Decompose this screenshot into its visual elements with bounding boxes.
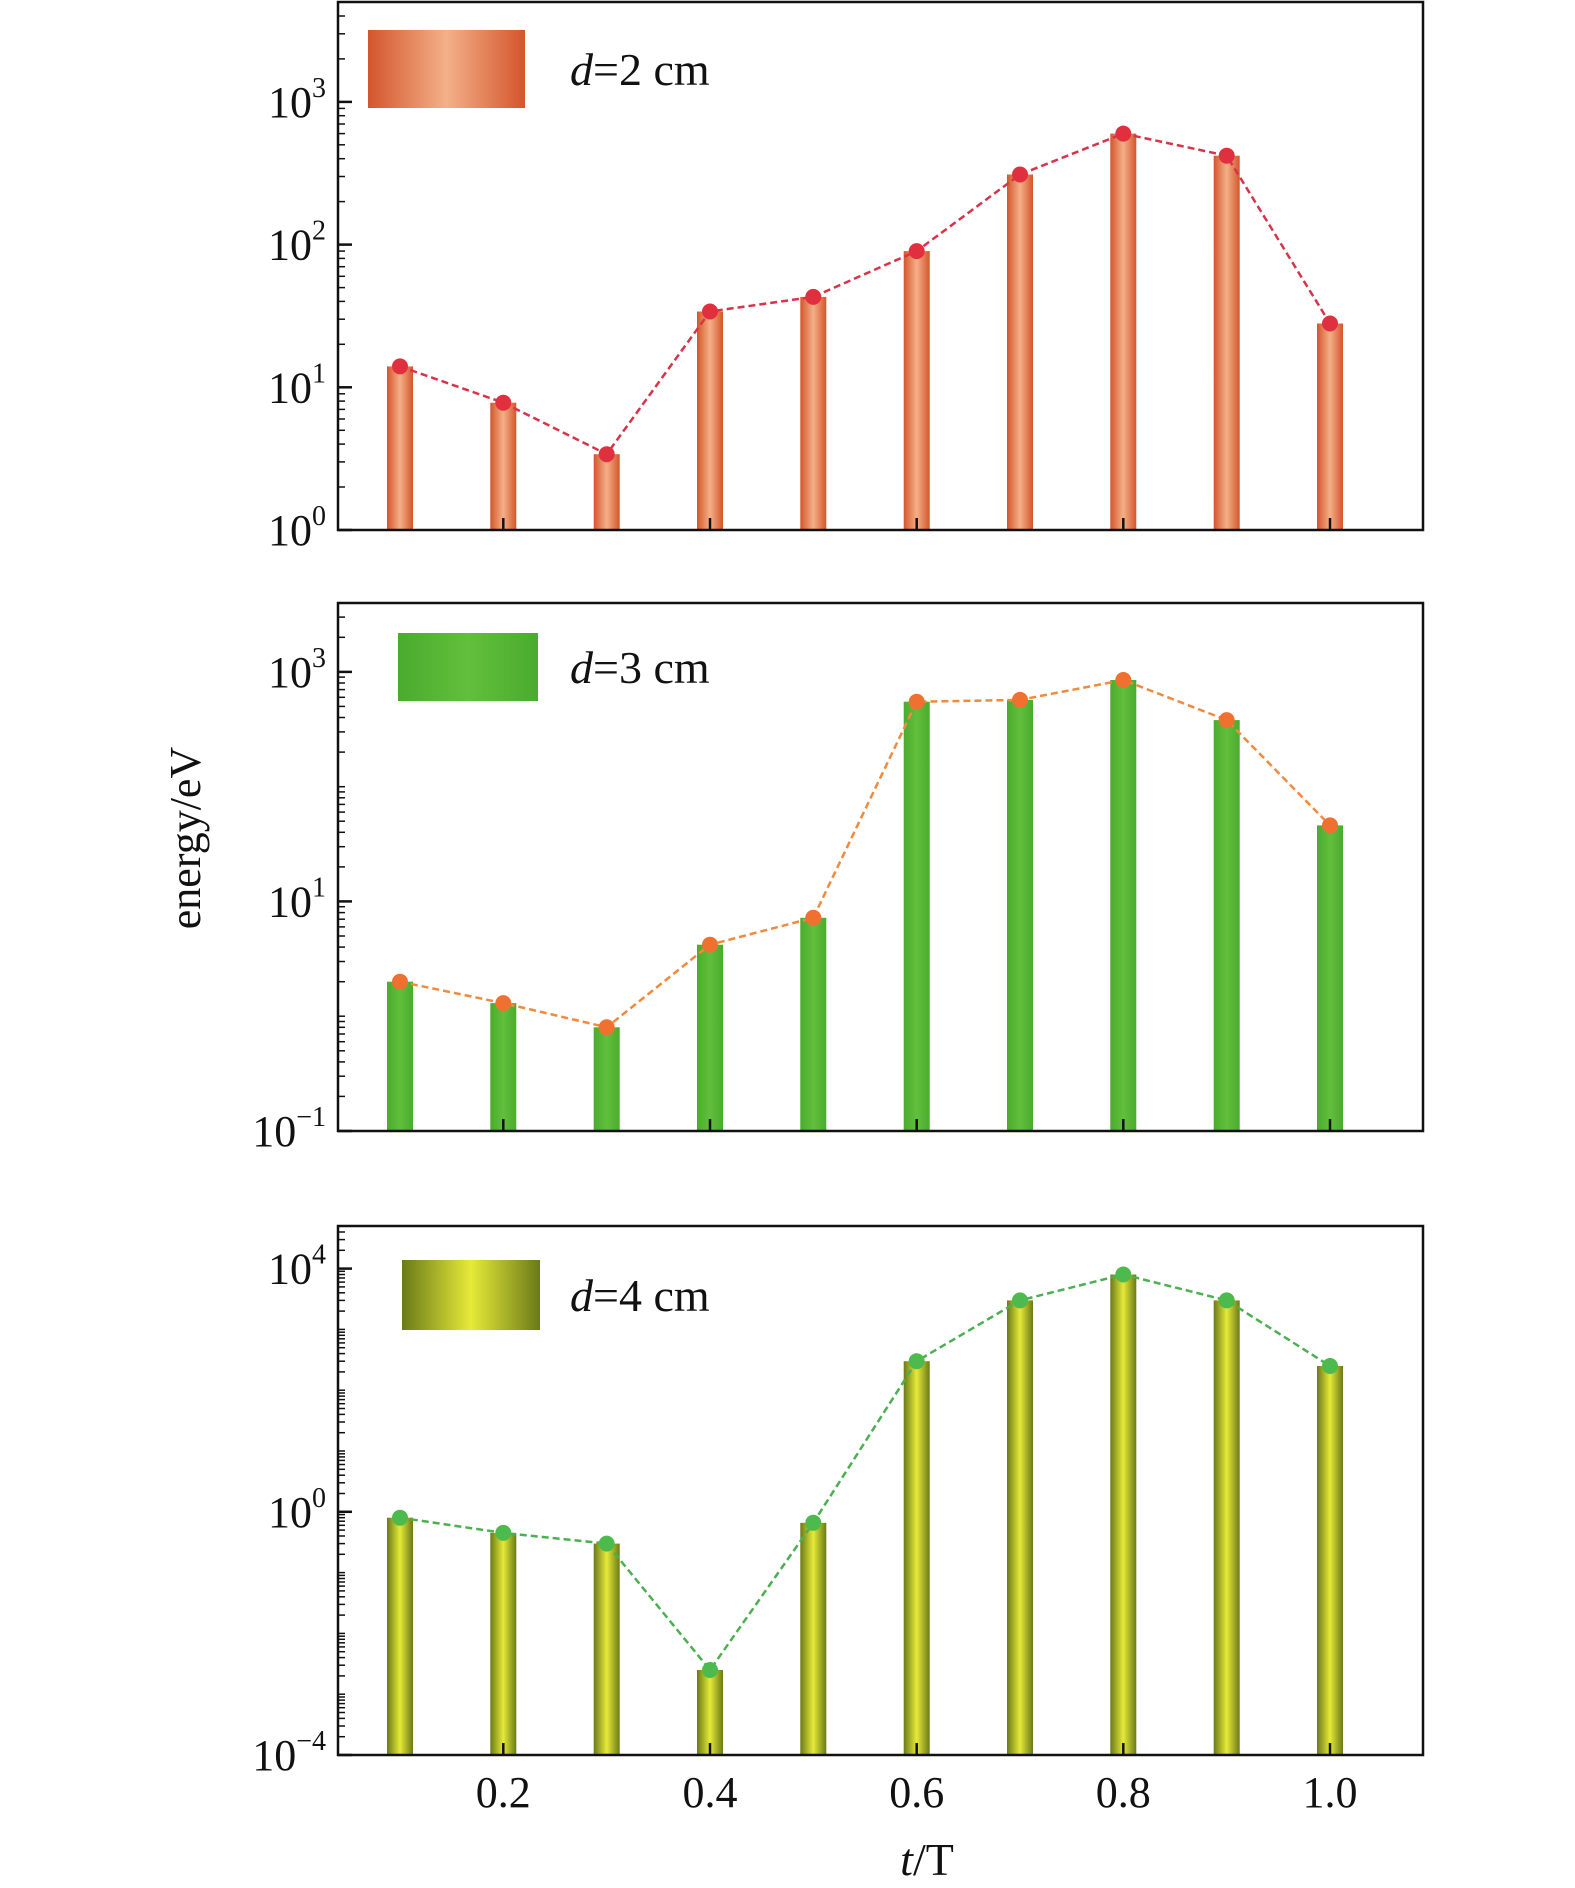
bar xyxy=(1317,1366,1343,1755)
bar xyxy=(387,981,413,1131)
y-tick-label: 10−4 xyxy=(252,1726,326,1780)
x-tick-label: 0.4 xyxy=(683,1768,738,1817)
bar xyxy=(387,366,413,530)
bar xyxy=(593,1543,620,1755)
legend-swatch xyxy=(368,30,525,108)
series-line xyxy=(399,132,1332,456)
bar xyxy=(697,944,723,1131)
data-point xyxy=(1012,1292,1028,1309)
bar xyxy=(593,1027,620,1131)
data-point xyxy=(598,1019,615,1036)
series-line xyxy=(399,678,1331,1029)
data-point xyxy=(1115,125,1132,142)
data-point xyxy=(598,446,615,463)
data-point xyxy=(908,693,925,710)
bar xyxy=(1110,680,1137,1131)
data-point xyxy=(702,936,718,953)
y-tick-label: 103 xyxy=(268,73,326,127)
bar xyxy=(1213,155,1240,530)
data-point xyxy=(908,1353,925,1370)
y-tick-label: 101 xyxy=(268,358,326,412)
series-line xyxy=(399,1273,1331,1673)
data-point xyxy=(495,1524,512,1541)
legend-swatch xyxy=(398,633,538,701)
data-point xyxy=(908,243,925,260)
data-point xyxy=(1322,817,1338,834)
x-axis-label-italic: t xyxy=(900,1834,914,1885)
panel-2: 10−1 101 103 d=3 cm xyxy=(252,601,1425,1156)
legend-label: d=3 cm xyxy=(570,642,710,693)
x-axis-label-rest: /T xyxy=(913,1834,954,1885)
bar xyxy=(490,1532,517,1755)
bar xyxy=(490,402,517,530)
data-point xyxy=(392,358,408,375)
legend-label: d=4 cm xyxy=(570,1270,710,1321)
bar xyxy=(490,1003,517,1131)
data-point xyxy=(805,1514,822,1531)
x-tick-label: 0.2 xyxy=(476,1768,531,1817)
bar xyxy=(903,701,930,1131)
data-point xyxy=(1012,166,1028,183)
panel-1: 100 101 102 103 d=2 cm xyxy=(268,0,1425,555)
bar xyxy=(800,296,827,530)
bar xyxy=(593,454,620,530)
bar xyxy=(1213,1300,1240,1755)
bar xyxy=(1317,825,1343,1131)
data-point xyxy=(392,1509,408,1526)
data-point xyxy=(805,909,822,926)
data-point xyxy=(805,288,822,305)
bar xyxy=(697,311,723,530)
y-axis-label: energy/eV xyxy=(161,747,210,930)
data-point xyxy=(702,1662,718,1678)
bar xyxy=(1110,1274,1137,1755)
bar xyxy=(800,1522,827,1755)
data-point xyxy=(1218,712,1235,729)
data-point xyxy=(495,995,512,1012)
panel-3: 10−4 100 104 0.2 0.4 0.6 0.8 1.0 d=4 cm xyxy=(252,1224,1425,1817)
plot-frame xyxy=(336,1224,1425,1757)
y-tick-label: 101 xyxy=(268,872,326,926)
x-tick-label: 1.0 xyxy=(1303,1768,1358,1817)
y-tick-label: 10−1 xyxy=(252,1102,326,1156)
data-point xyxy=(495,394,512,411)
data-point xyxy=(1218,1292,1235,1309)
data-point xyxy=(1115,1266,1132,1283)
y-tick-label: 104 xyxy=(268,1240,326,1294)
data-point xyxy=(1218,147,1235,164)
bar xyxy=(697,1670,723,1755)
y-tick-label: 100 xyxy=(268,1483,326,1537)
data-point xyxy=(392,973,408,990)
data-point xyxy=(1115,672,1132,688)
data-point xyxy=(1322,1358,1338,1374)
bar xyxy=(1110,133,1137,530)
bar xyxy=(903,1361,930,1755)
bar xyxy=(1317,323,1343,530)
data-point xyxy=(702,303,718,320)
y-tick-label: 103 xyxy=(268,643,326,697)
legend-swatch xyxy=(402,1260,540,1330)
bar xyxy=(1007,699,1033,1131)
bar xyxy=(903,251,930,530)
data-point xyxy=(598,1535,615,1552)
y-tick-label: 100 xyxy=(268,501,326,555)
bar xyxy=(387,1517,413,1755)
legend-label: d=2 cm xyxy=(570,44,710,95)
bar xyxy=(1007,1300,1033,1755)
x-tick-label: 0.8 xyxy=(1096,1768,1151,1817)
bar xyxy=(1007,174,1033,530)
bar xyxy=(1213,720,1240,1131)
bar xyxy=(800,917,827,1131)
x-axis-label: t/T xyxy=(900,1834,954,1885)
y-tick-label: 102 xyxy=(268,216,326,270)
data-point xyxy=(1012,691,1028,708)
x-tick-label: 0.6 xyxy=(889,1768,944,1817)
data-point xyxy=(1322,315,1338,332)
